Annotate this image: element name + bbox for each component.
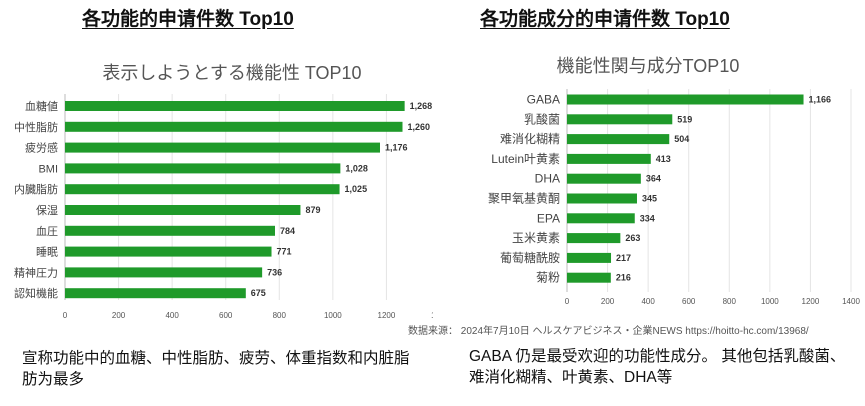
left-value-label: 1,028 [345, 163, 368, 173]
right-header: 各功能成分的申请件数 Top10 [480, 9, 730, 30]
right-bar [567, 233, 621, 244]
right-category-label: 乳酸菌 [524, 111, 560, 126]
left-value-label: 1,260 [408, 122, 431, 132]
left-category-label: 保湿 [36, 203, 58, 217]
right-chart-title: 機能性関与成分TOP10 [557, 56, 740, 76]
right-caption: GABA 仍是最受欢迎的功能性成分。 其他包括乳酸菌、难消化糊精、叶黄素、DHA… [469, 348, 846, 386]
right-bar [567, 114, 673, 125]
left-bar [65, 101, 405, 111]
right-value-label: 364 [646, 174, 661, 184]
left-bar [65, 205, 301, 215]
right-value-label: 345 [642, 194, 657, 204]
left-category-label: BMI [38, 163, 58, 175]
right-x-tick-label: 1200 [802, 297, 820, 306]
left-bar [65, 288, 246, 299]
left-bar [65, 163, 341, 174]
data-source: 数据来源： 2024年7月10日 ヘルスケアビジネス・企業NEWS https:… [408, 326, 809, 337]
left-category-label: 血圧 [36, 224, 58, 238]
left-value-label: 736 [267, 267, 282, 277]
left-bar-chart: 表示しようとする機能性 TOP10 0 200 400 600 800 1000 1200 14… [14, 63, 433, 320]
right-category-label: 难消化糊精 [500, 131, 560, 146]
right-value-label: 216 [616, 273, 631, 283]
left-value-label: 1,025 [345, 184, 368, 194]
left-bar [65, 121, 403, 132]
right-bar [567, 153, 651, 164]
right-category-label: 玉米黄素 [512, 231, 560, 245]
right-category-label: 菊粉 [536, 271, 560, 285]
left-category-label: 認知機能 [14, 286, 58, 300]
left-bar [65, 184, 340, 195]
left-category-label: 血糖値 [25, 99, 58, 113]
right-x-tick-label: 1000 [761, 297, 779, 306]
right-category-label: 葡萄糖酰胺 [500, 250, 560, 265]
left-category-label: 内臓脂肪 [14, 182, 58, 196]
left-bar [65, 142, 380, 153]
right-x-tick-label: 600 [682, 297, 696, 306]
left-value-label: 784 [280, 226, 295, 236]
left-value-label: 675 [251, 288, 266, 298]
left-x-tick-label: 600 [219, 311, 233, 320]
right-bar [567, 94, 804, 105]
right-bar [567, 134, 670, 145]
left-x-tick-label: 400 [165, 311, 179, 320]
right-x-tick-label: 400 [641, 297, 655, 306]
left-value-label: 771 [277, 247, 292, 257]
right-x-tick-label: 1400 [842, 297, 860, 306]
right-category-label: GABA [527, 93, 560, 107]
right-value-label: 217 [616, 253, 631, 263]
right-category-label: Lutein叶黄素 [491, 152, 560, 166]
right-category-label: EPA [537, 211, 560, 225]
right-bar [567, 252, 612, 263]
right-bar [567, 193, 637, 204]
left-x-tick-label: 0 [63, 311, 68, 320]
right-x-tick-label: 800 [723, 297, 737, 306]
left-value-label: 1,268 [410, 101, 433, 111]
right-bar [567, 173, 641, 184]
left-x-tick-label: 1400 [431, 311, 433, 320]
left-value-label: 1,176 [385, 143, 408, 153]
right-value-label: 1,166 [809, 95, 832, 105]
right-category-label: 聚甲氧基黄酮 [488, 192, 560, 206]
right-value-label: 504 [674, 134, 689, 144]
left-category-label: 睡眠 [36, 246, 58, 259]
left-value-label: 879 [305, 205, 320, 215]
left-caption: 宣称功能中的血糖、中性脂肪、疲劳、体重指数和内脏脂肪为最多 [22, 350, 410, 388]
right-x-tick-label: 200 [601, 297, 615, 306]
right-bar [567, 213, 635, 224]
right-bar-chart: 機能性関与成分TOP10 0 200 400 600 800 1000 1200 1400 GAB… [488, 56, 860, 306]
right-x-tick-label: 0 [565, 297, 570, 306]
left-chart-title: 表示しようとする機能性 TOP10 [102, 63, 361, 83]
left-x-tick-label: 200 [112, 311, 126, 320]
right-value-label: 263 [625, 233, 640, 243]
left-header: 各功能的申请件数 Top10 [82, 9, 294, 30]
left-bar [65, 225, 275, 236]
right-value-label: 413 [656, 154, 671, 164]
right-bar [567, 272, 611, 283]
left-category-label: 疲労感 [25, 141, 58, 155]
left-bar [65, 246, 272, 257]
left-category-label: 精神圧力 [14, 265, 58, 279]
right-category-label: DHA [535, 172, 560, 186]
left-category-label: 中性脂肪 [14, 120, 58, 134]
right-value-label: 334 [640, 213, 655, 223]
left-x-tick-label: 1200 [378, 311, 396, 320]
left-x-tick-label: 800 [273, 311, 287, 320]
left-bar [65, 267, 263, 278]
left-x-tick-label: 1000 [324, 311, 342, 320]
right-value-label: 519 [677, 114, 692, 124]
